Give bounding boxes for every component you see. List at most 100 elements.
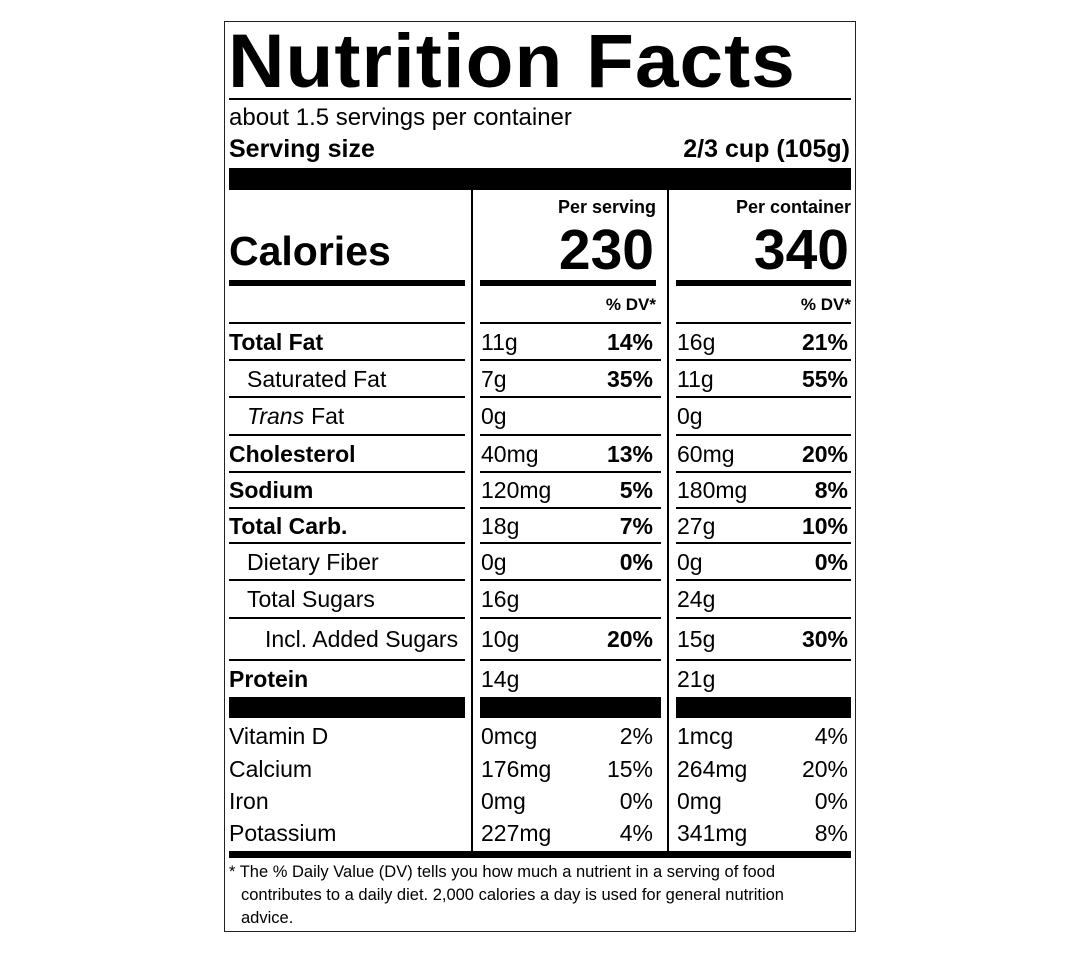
daily-value: 14%: [606, 328, 653, 355]
calories-value: 230: [558, 218, 654, 282]
rule: [480, 617, 661, 619]
rule: [676, 280, 851, 286]
footnote-line: contributes to a daily diet. 2,000 calor…: [241, 886, 784, 904]
rule: [676, 579, 851, 581]
rule: [229, 280, 465, 286]
nutrient-name: Dietary Fiber: [247, 548, 379, 575]
rule: [229, 542, 465, 544]
amount: 18g: [481, 512, 520, 539]
rule: [676, 507, 851, 509]
nutrient-name: Trans Fat: [247, 405, 344, 428]
nutrient-name: Protein: [229, 665, 309, 692]
amount: 0g: [481, 548, 507, 575]
thick-bar: [229, 168, 851, 190]
column-header: Per container: [735, 197, 851, 217]
rule: [229, 359, 465, 361]
rule: [480, 579, 661, 581]
amount: 0g: [677, 548, 703, 575]
vitamin-name: Potassium: [229, 820, 337, 846]
amount: 10g: [481, 626, 520, 652]
amount: 11g: [481, 328, 518, 355]
column-divider: [471, 190, 473, 851]
daily-value: 30%: [801, 626, 848, 652]
calories-value: 340: [753, 218, 849, 282]
column-header: Per serving: [557, 197, 656, 217]
dv-header: % DV*: [800, 295, 851, 314]
daily-value: 20%: [801, 440, 848, 467]
daily-value: 0%: [814, 548, 848, 575]
daily-value: 15%: [606, 756, 653, 782]
amount: 0g: [677, 403, 703, 429]
footnote-line: * The % Daily Value (DV) tells you how m…: [229, 863, 775, 881]
vitamin-name: Iron: [229, 788, 269, 814]
vitamin-name: Calcium: [229, 756, 313, 782]
rule: [229, 617, 465, 619]
rule: [480, 507, 661, 509]
amount: 227mg: [481, 820, 552, 846]
rule: [480, 322, 661, 324]
amount: 16g: [481, 586, 520, 612]
daily-value: 20%: [606, 626, 653, 652]
amount: 14g: [481, 665, 520, 692]
amount: 0g: [481, 403, 507, 429]
nutrient-name: Total Carb.: [229, 512, 348, 539]
amount: 15g: [677, 626, 716, 652]
daily-value: 8%: [814, 820, 848, 846]
nutrient-prefix: Trans: [247, 403, 305, 429]
amount: 60mg: [677, 440, 735, 467]
rule: [676, 322, 851, 324]
rule: [676, 542, 851, 544]
daily-value: 5%: [619, 477, 653, 503]
rule: [480, 471, 661, 473]
rule: [229, 471, 465, 473]
daily-value: 0%: [814, 788, 848, 814]
rule: [229, 659, 465, 661]
serving-size-label: Serving size: [229, 135, 375, 163]
amount: 7g: [481, 365, 507, 392]
daily-value: 4%: [814, 723, 848, 749]
daily-value: 4%: [619, 820, 653, 846]
vitamin-name: Vitamin D: [229, 723, 329, 749]
rule: [229, 98, 851, 100]
nutrient-name-rest: Fat: [311, 403, 345, 429]
rule: [676, 659, 851, 661]
nutrient-name: Cholesterol: [229, 440, 356, 467]
amount: 120mg: [481, 477, 552, 503]
rule: [480, 396, 661, 398]
rule: [480, 659, 661, 661]
amount: 0mcg: [481, 723, 538, 749]
daily-value: 0%: [619, 548, 653, 575]
amount: 24g: [677, 586, 716, 612]
amount: 0mg: [481, 788, 526, 814]
rule: [676, 396, 851, 398]
daily-value: 10%: [801, 512, 848, 539]
rule: [480, 359, 661, 361]
rule: [480, 280, 656, 286]
rule: [229, 396, 465, 398]
calories-label: Calories: [229, 228, 391, 274]
amount: 180mg: [677, 477, 748, 503]
rule: [676, 617, 851, 619]
amount: 264mg: [677, 756, 748, 782]
daily-value: 35%: [606, 365, 653, 392]
footnote-line: advice.: [241, 909, 294, 927]
amount: 21g: [677, 665, 716, 692]
daily-value: 2%: [619, 723, 653, 749]
rule: [676, 359, 851, 361]
rule: [676, 434, 851, 436]
amount: 27g: [677, 512, 716, 539]
daily-value: 20%: [801, 756, 848, 782]
servings: about 1.5 servings per container: [229, 104, 572, 131]
daily-value: 7%: [619, 512, 653, 539]
rule: [480, 434, 661, 436]
rule: [229, 507, 465, 509]
rule: [229, 579, 465, 581]
thick-bar: [229, 851, 851, 858]
daily-value: 0%: [619, 788, 653, 814]
rule: [676, 471, 851, 473]
rule: [229, 434, 465, 436]
amount: 40mg: [481, 440, 539, 467]
daily-value: 21%: [801, 328, 848, 355]
rule: [229, 322, 465, 324]
